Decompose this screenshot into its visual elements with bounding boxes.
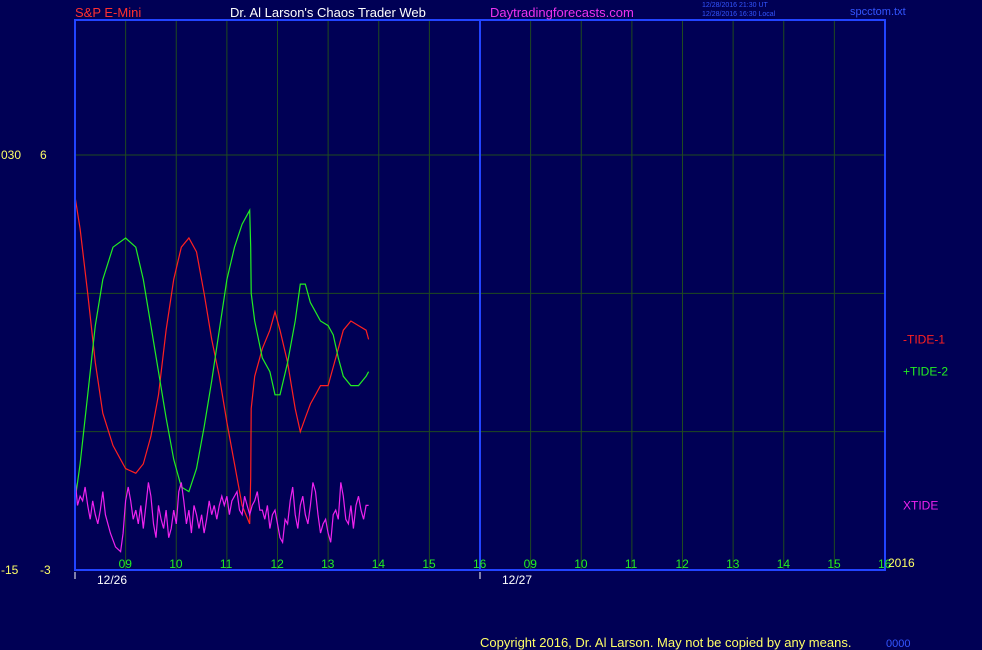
x-tick-label: 09 (119, 557, 133, 571)
y-axis-label-inner: -3 (40, 563, 51, 577)
legend-label-1: -TIDE-1 (903, 332, 945, 346)
x-tick-label: 09 (524, 557, 538, 571)
x-tick-label: 11 (220, 557, 233, 571)
series-line-2 (74, 208, 370, 501)
x-tick-label: 10 (169, 557, 183, 571)
header-title: Dr. Al Larson's Chaos Trader Web (230, 5, 426, 20)
y-axis-label-inner: 6 (40, 148, 47, 162)
x-tick-label: 16 (473, 557, 487, 571)
header-file: spcctom.txt (850, 6, 906, 18)
footer-tag: 0000 (886, 638, 910, 650)
x-tick-label: 10 (574, 557, 588, 571)
x-tick-label: 16 (878, 557, 892, 571)
x-tick-label: 13 (321, 557, 335, 571)
x-tick-label: 12 (676, 557, 690, 571)
header-time-ut: 12/28/2016 21:30 UT (702, 2, 768, 9)
label-layer: S&P E-Mini Dr. Al Larson's Chaos Trader … (1, 2, 948, 650)
footer-copyright: Copyright 2016, Dr. Al Larson. May not b… (480, 635, 851, 650)
y-axis-label-outer: 030 (1, 148, 21, 162)
frame-layer (74, 19, 886, 579)
x-tick-label: 12 (271, 557, 285, 571)
header-site-link[interactable]: Daytradingforecasts.com (490, 5, 634, 20)
header-symbol: S&P E-Mini (75, 5, 141, 20)
legend-label-2: +TIDE-2 (903, 365, 948, 379)
x-tick-label: 15 (422, 557, 436, 571)
date-label: 12/26 (97, 573, 127, 587)
year-label: 2016 (888, 556, 915, 570)
x-tick-label: 14 (372, 557, 386, 571)
x-tick-label: 14 (777, 557, 791, 571)
series-layer (74, 196, 370, 553)
date-label: 12/27 (502, 573, 532, 587)
x-tick-label: 11 (625, 557, 638, 571)
y-axis-label-outer: -15 (1, 563, 19, 577)
series-line-3 (74, 477, 369, 553)
x-tick-label: 13 (726, 557, 740, 571)
series-line-1 (74, 196, 370, 525)
header-time-local: 12/28/2016 16:30 Local (702, 11, 776, 18)
legend-label-3: XTIDE (903, 498, 938, 512)
x-tick-label: 15 (827, 557, 841, 571)
